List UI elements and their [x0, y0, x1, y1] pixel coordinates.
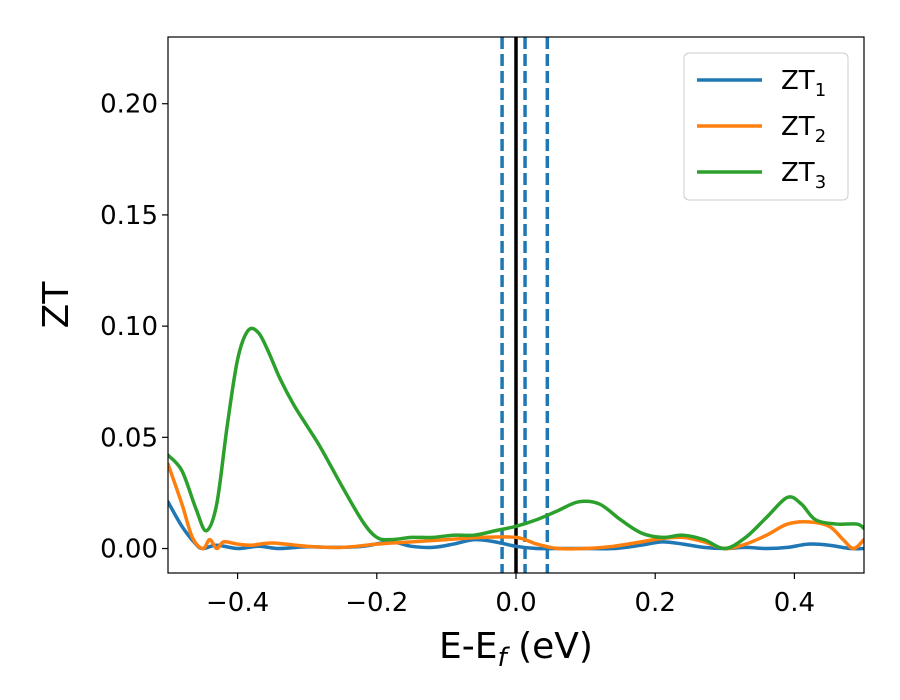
legend: ZT1 ZT2 ZT3 — [683, 52, 849, 201]
legend-label-zt3: ZT3 — [781, 158, 826, 193]
series-line-zt1 — [168, 500, 864, 551]
y-axis-ticks: 0.00 0.05 0.10 0.15 0.20 — [100, 90, 168, 565]
y-tick-label: 0.00 — [100, 535, 158, 565]
y-tick-label: 0.15 — [100, 201, 158, 231]
x-axis-label: E-Ef (eV) — [439, 626, 593, 673]
x-tick-label: 0.4 — [774, 588, 815, 618]
x-axis-label-tail: (eV) — [507, 626, 593, 667]
legend-label-zt2: ZT2 — [781, 112, 826, 147]
x-tick-label: −0.4 — [206, 588, 269, 618]
y-axis-label: ZT — [36, 281, 77, 329]
series-line-zt2 — [168, 462, 864, 551]
x-tick-label: 0.2 — [635, 588, 676, 618]
x-axis-label-main: E-E — [439, 626, 497, 667]
x-tick-label: −0.2 — [345, 588, 408, 618]
legend-label-zt1: ZT1 — [781, 66, 826, 101]
legend-box — [683, 52, 849, 201]
y-tick-label: 0.20 — [100, 90, 158, 120]
x-tick-label: 0.0 — [495, 588, 536, 618]
reference-lines — [500, 37, 550, 573]
x-axis-ticks: −0.4 −0.2 0.0 0.2 0.4 — [206, 573, 815, 618]
y-tick-label: 0.10 — [100, 312, 158, 342]
series-line-zt3 — [168, 326, 864, 551]
y-tick-label: 0.05 — [100, 423, 158, 453]
series-lines — [168, 326, 864, 551]
